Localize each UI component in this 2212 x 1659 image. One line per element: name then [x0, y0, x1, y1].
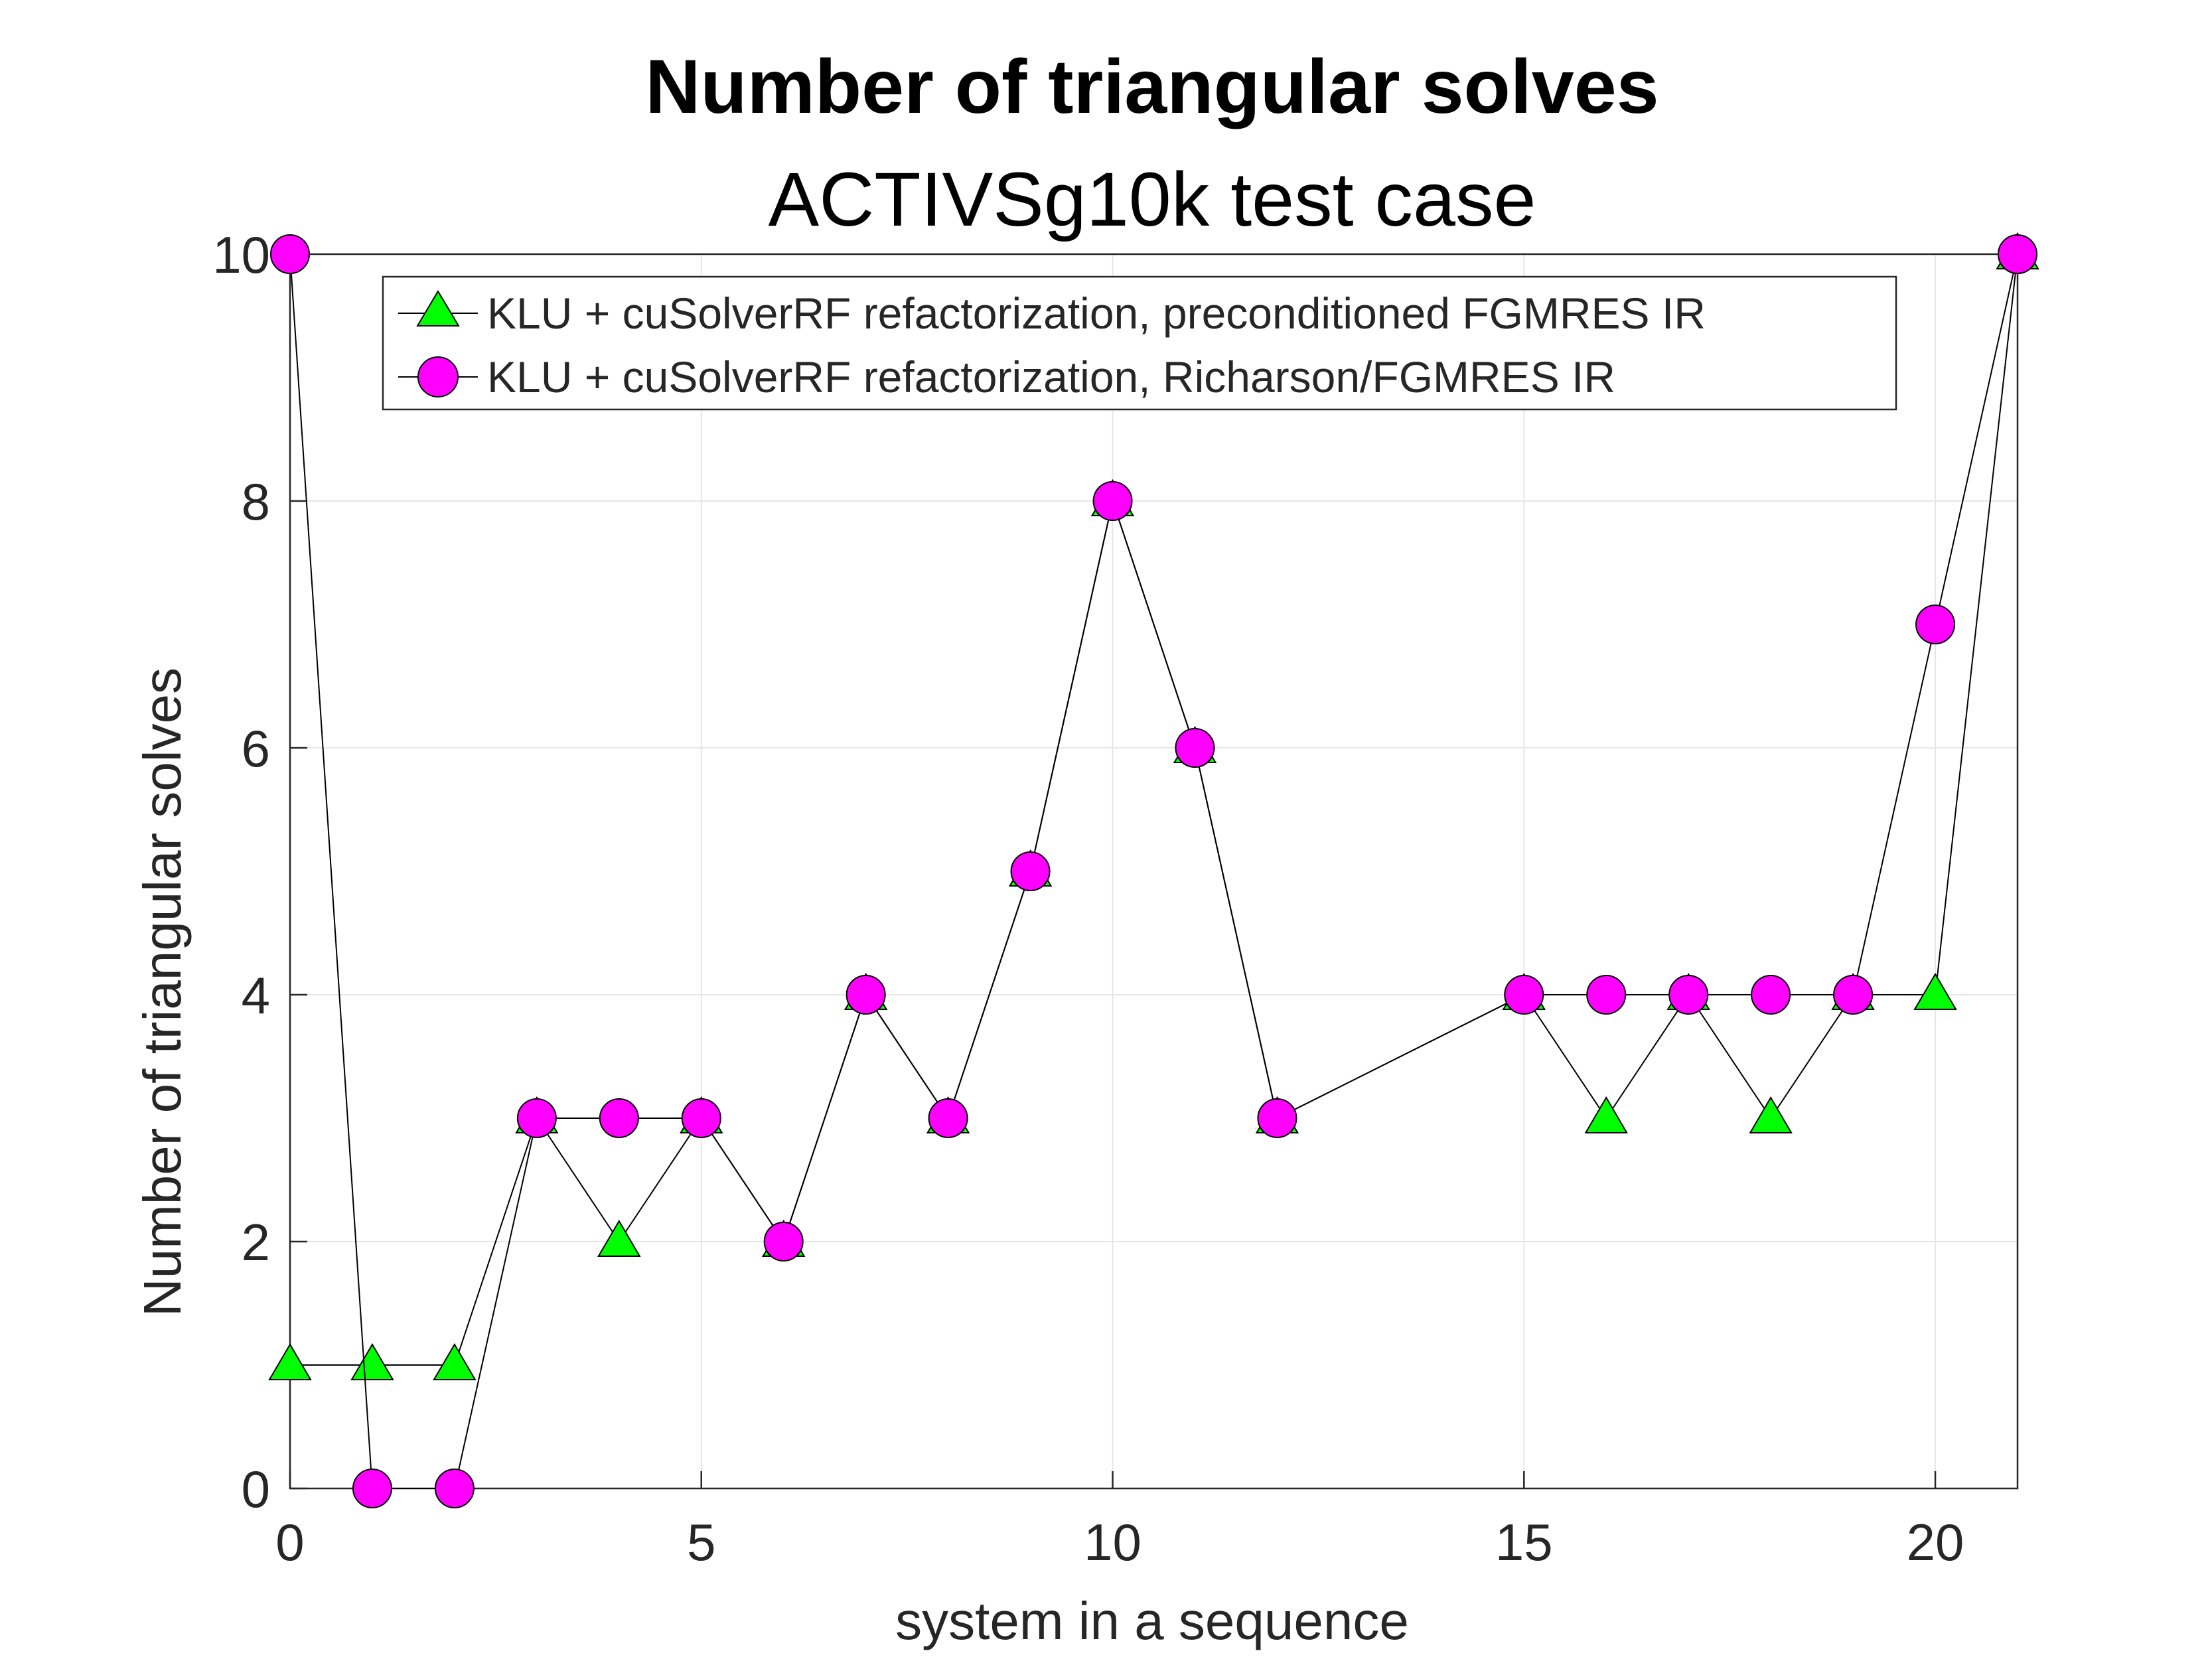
- circle-marker: [1257, 1098, 1297, 1138]
- legend: KLU + cuSolverRF refactorization, precon…: [382, 275, 1897, 411]
- circle-marker: [434, 1469, 475, 1508]
- chart-subtitle: ACTIVSg10k test case: [769, 157, 1536, 242]
- circle-marker: [763, 1222, 804, 1262]
- circle-marker: [1915, 605, 1956, 644]
- y-tick-label: 6: [242, 719, 270, 778]
- legend-marker-circle: [417, 356, 459, 397]
- circle-marker: [928, 1098, 968, 1138]
- circle-marker: [1668, 975, 1709, 1015]
- circle-marker: [516, 1098, 557, 1138]
- circle-marker: [1092, 481, 1133, 521]
- plot-series: [268, 232, 2039, 1508]
- y-tick-label: 8: [242, 472, 270, 531]
- y-tick-label: 4: [242, 966, 270, 1025]
- circle-marker: [1010, 851, 1051, 891]
- chart-title: Number of triangular solves: [645, 44, 1659, 129]
- triangle-marker: [433, 1343, 477, 1380]
- circle-marker: [1504, 975, 1544, 1015]
- y-tick-label: 0: [242, 1460, 270, 1518]
- legend-label-1: KLU + cuSolverRF refactorization, precon…: [487, 289, 1706, 338]
- legend-entry-1: KLU + cuSolverRF refactorization, precon…: [398, 289, 1706, 338]
- triangle-marker: [1749, 1096, 1793, 1133]
- circle-marker: [681, 1098, 721, 1138]
- x-axis-label: system in a sequence: [895, 1591, 1409, 1650]
- triangle-marker: [597, 1220, 641, 1257]
- circle-marker: [1998, 234, 2037, 274]
- triangle-marker: [350, 1343, 394, 1380]
- legend-label-2: KLU + cuSolverRF refactorization, Richar…: [487, 352, 1615, 401]
- triangle-marker: [1913, 973, 1957, 1010]
- legend-marker-triangle: [416, 290, 460, 326]
- series-2: [270, 234, 2037, 1508]
- x-tick-label: 0: [275, 1513, 304, 1571]
- circle-marker: [1175, 728, 1215, 768]
- y-axis-label: Number of triangular solves: [133, 668, 192, 1317]
- y-tick-label: 2: [242, 1213, 270, 1271]
- triangle-marker: [1584, 1096, 1628, 1133]
- circle-marker: [352, 1469, 392, 1508]
- circle-marker: [270, 234, 310, 274]
- triangle-marker: [268, 1343, 312, 1380]
- circle-marker: [846, 975, 886, 1015]
- x-tick-label: 5: [687, 1513, 715, 1571]
- circle-marker: [599, 1098, 639, 1138]
- ticks: 0 5 10 15 20 0 2 4 6 8 10: [212, 226, 1964, 1571]
- y-tick-label: 10: [212, 226, 270, 284]
- x-tick-label: 10: [1084, 1513, 1142, 1571]
- circle-marker: [1751, 975, 1791, 1015]
- circle-marker: [1833, 975, 1874, 1015]
- x-tick-label: 20: [1907, 1513, 1964, 1571]
- legend-box: [382, 275, 1897, 411]
- axes-box: [289, 253, 2019, 1490]
- circle-marker: [1586, 975, 1627, 1015]
- x-tick-label: 15: [1495, 1513, 1553, 1571]
- legend-entry-2: KLU + cuSolverRF refactorization, Richar…: [398, 352, 1615, 401]
